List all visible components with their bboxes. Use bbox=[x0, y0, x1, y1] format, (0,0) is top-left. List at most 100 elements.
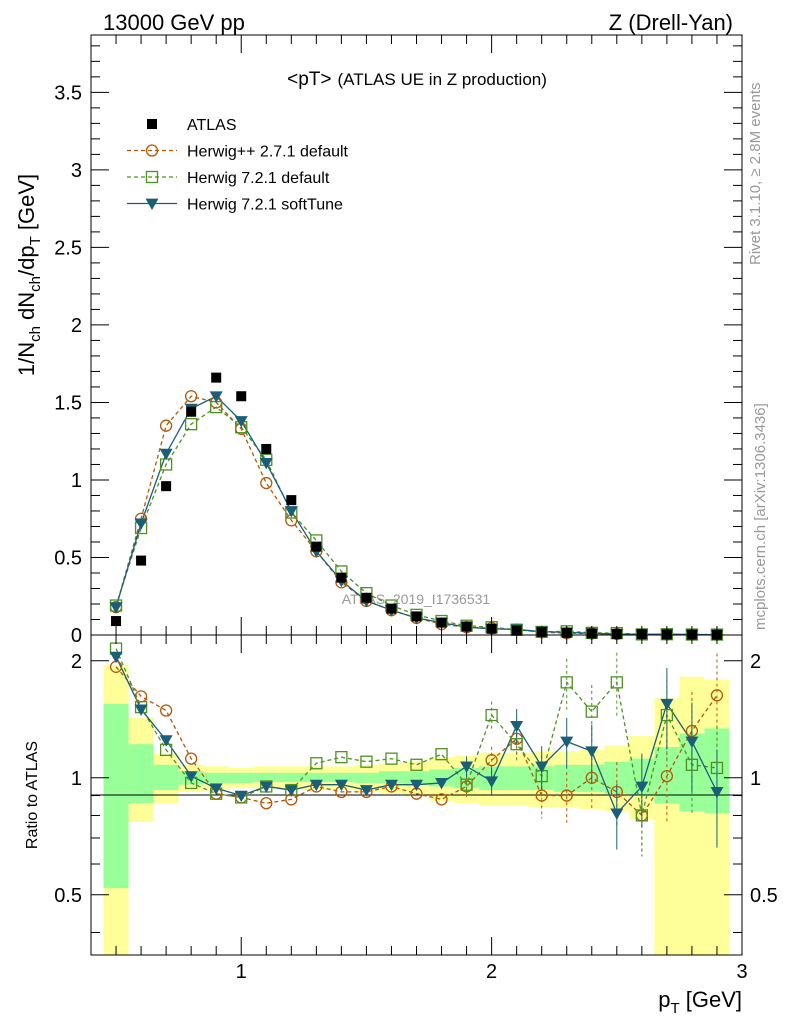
ratio-point bbox=[485, 708, 498, 722]
ratio-point bbox=[710, 689, 724, 702]
atlas-point bbox=[136, 555, 147, 566]
ratio-point bbox=[585, 771, 598, 784]
data-point bbox=[159, 448, 173, 461]
atlas-point bbox=[361, 592, 372, 603]
data-point bbox=[185, 390, 198, 403]
ratio-point bbox=[184, 771, 198, 783]
data-point bbox=[284, 506, 298, 518]
stat-uncertainty-band bbox=[504, 766, 530, 791]
ratio-point bbox=[560, 789, 573, 802]
ratio-tick-label: 0.5 bbox=[750, 885, 778, 907]
y-tick-label: 3.5 bbox=[54, 82, 82, 104]
ratio-point bbox=[109, 651, 123, 664]
stat-uncertainty-band bbox=[278, 772, 304, 783]
legend-marker bbox=[145, 170, 159, 184]
ratio-point bbox=[385, 752, 398, 765]
ratio-point bbox=[585, 746, 599, 758]
ratio-point bbox=[660, 698, 674, 711]
plot-title: <pT> (ATLAS UE in Z production) bbox=[287, 69, 547, 90]
ratio-point bbox=[610, 785, 623, 799]
atlas-point bbox=[411, 611, 422, 622]
atlas-point bbox=[336, 572, 347, 583]
data-point bbox=[159, 419, 173, 432]
ratio-point bbox=[310, 757, 323, 770]
ratio-point bbox=[510, 738, 523, 751]
x-axis-label: pT [GeV] bbox=[658, 987, 742, 1017]
ratio-point bbox=[610, 676, 623, 689]
legend-label: ATLAS bbox=[187, 117, 237, 134]
ratio-point bbox=[284, 785, 298, 797]
ratio-tick-label: 2 bbox=[71, 651, 82, 673]
ratio-point bbox=[635, 781, 649, 793]
legend: ATLAS Herwig++ 2.7.1 default Herwig 7.2.1 … bbox=[127, 117, 349, 214]
ratio-point bbox=[685, 724, 699, 738]
legend-label: Herwig 7.2.1 default bbox=[187, 170, 330, 187]
ratio-point bbox=[535, 789, 548, 802]
legend-label: Herwig 7.2.1 softTune bbox=[187, 197, 343, 214]
ratio-line bbox=[115, 648, 718, 816]
ratio-point bbox=[460, 761, 474, 773]
atlas-point bbox=[211, 372, 222, 383]
ratio-point bbox=[384, 779, 398, 792]
atlas-point bbox=[311, 541, 322, 552]
stat-uncertainty-band bbox=[429, 769, 455, 787]
ratio-point bbox=[209, 783, 223, 795]
ratio-point bbox=[309, 779, 323, 792]
legend-marker bbox=[145, 144, 159, 157]
main-panel: ATLAS_2019_I1736531 0 0.5 1 1.5 2 2.5 3 3.5 <pT… bbox=[54, 34, 743, 647]
ratio-point bbox=[560, 676, 573, 689]
ratio-point bbox=[359, 785, 373, 797]
legend-label: Herwig++ 2.7.1 default bbox=[187, 144, 349, 161]
x-tick-label: 3 bbox=[736, 961, 747, 983]
ratio-point bbox=[485, 754, 498, 767]
y-tick-label: 3 bbox=[71, 160, 82, 182]
ratio-panel: 1 2 3 0.5 0.5 1 1 2 2 bbox=[54, 634, 778, 983]
ratio-point bbox=[585, 705, 598, 718]
ratio-point bbox=[435, 793, 448, 806]
ratio-tick-label: 1 bbox=[71, 768, 82, 790]
ratio-y-axis-label: Ratio to ATLAS bbox=[24, 741, 41, 849]
x-tick-label: 1 bbox=[236, 961, 247, 983]
ratio-point bbox=[685, 736, 699, 748]
header-right: Z (Drell-Yan) bbox=[609, 10, 733, 35]
atlas-point bbox=[436, 617, 447, 628]
stat-uncertainty-band bbox=[328, 772, 354, 783]
y-tick-label: 2 bbox=[71, 315, 82, 337]
ratio-point bbox=[435, 748, 448, 761]
ratio-point bbox=[485, 776, 499, 788]
ratio-point bbox=[710, 761, 724, 775]
atlas-point bbox=[186, 406, 197, 417]
data-point bbox=[185, 417, 198, 431]
atlas-point bbox=[386, 603, 397, 614]
watermark: ATLAS_2019_I1736531 bbox=[342, 591, 491, 607]
data-point bbox=[134, 518, 148, 530]
ratio-point bbox=[335, 751, 348, 764]
atlas-point bbox=[286, 495, 297, 506]
side-label-top: Rivet 3.1.10, ≥ 2.8M events bbox=[747, 83, 764, 266]
stat-uncertainty-band bbox=[303, 772, 329, 783]
stat-uncertainty-band bbox=[128, 744, 154, 804]
side-label-bottom: mcplots.cern.ch [arXiv:1306.3436] bbox=[752, 403, 769, 630]
atlas-point bbox=[236, 391, 247, 402]
y-tick-label: 2.5 bbox=[54, 237, 82, 259]
stat-uncertainty-band bbox=[378, 771, 404, 783]
stat-uncertainty-band bbox=[353, 772, 379, 783]
stat-uncertainty-band bbox=[203, 772, 229, 783]
ratio-point bbox=[660, 769, 674, 783]
legend-marker bbox=[147, 119, 157, 129]
stat-uncertainty-band bbox=[253, 772, 279, 783]
atlas-point bbox=[161, 481, 172, 492]
ratio-point bbox=[159, 735, 173, 747]
ratio-point bbox=[610, 808, 624, 820]
ratio-point bbox=[410, 758, 423, 771]
y-tick-label: 0 bbox=[71, 625, 82, 647]
atlas-point bbox=[261, 443, 272, 454]
y-tick-label: 0.5 bbox=[54, 547, 82, 569]
legend-marker bbox=[145, 198, 159, 210]
ratio-point bbox=[510, 721, 524, 733]
stat-uncertainty-band bbox=[153, 764, 179, 791]
ratio-tick-label: 0.5 bbox=[54, 885, 82, 907]
ratio-point bbox=[635, 809, 648, 822]
data-point bbox=[234, 416, 248, 428]
